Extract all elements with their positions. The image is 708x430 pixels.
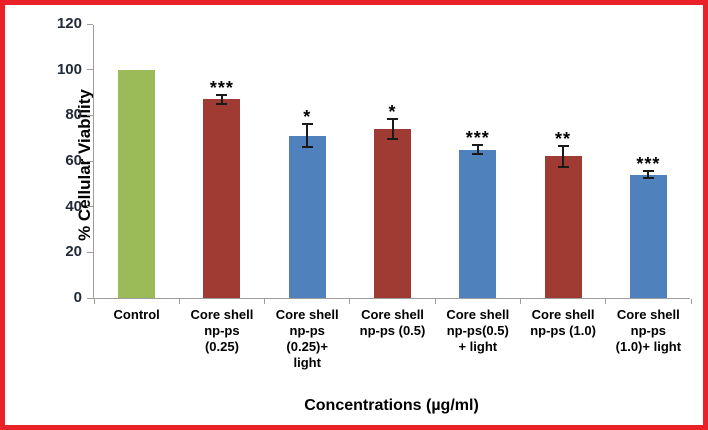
error-bar-cap-bottom [301, 146, 313, 149]
y-tick-label: 20 [65, 243, 82, 261]
x-category-label: Core shell np-ps (1.0) [530, 307, 596, 338]
error-bar-cap-top [301, 123, 313, 126]
significance-marker: ** [555, 129, 572, 150]
x-axis-title: Concentrations (µg/ml) [304, 397, 479, 414]
x-category-label: Core shell np-ps (1.0)+ light [615, 307, 682, 354]
significance-marker: * [388, 101, 397, 122]
bar-6 [544, 156, 582, 298]
error-bar-cap-top [642, 170, 654, 173]
y-tick-label: 80 [65, 106, 82, 124]
y-tick-label: 40 [65, 197, 82, 215]
x-category-label: Core shell np-ps (0.5) [359, 307, 426, 338]
x-tick-mark [349, 299, 351, 304]
x-category-label: Core shell np-ps (0.25)+ light [275, 307, 339, 370]
bar-2 [203, 99, 241, 298]
y-tick-mark [87, 69, 93, 71]
x-tick-mark [690, 299, 692, 304]
y-tick-mark [87, 114, 93, 116]
plot-area: 0 20 40 60 80 100 120 Control *** Core shell np-p… [57, 16, 692, 370]
y-tick-mark [87, 297, 93, 299]
bar-5 [459, 149, 497, 298]
error-bar [562, 146, 565, 167]
y-tick-mark [87, 160, 93, 162]
significance-marker: *** [209, 77, 234, 98]
y-tick-mark [87, 23, 93, 25]
y-tick-label: 0 [73, 289, 82, 306]
error-bar-cap-bottom [642, 177, 654, 180]
error-bar [220, 94, 223, 104]
error-bar-cap-top [387, 117, 398, 120]
error-bar-cap-bottom [472, 153, 484, 156]
y-tick-mark [87, 251, 93, 253]
x-tick-mark [178, 299, 180, 304]
error-bar-cap-top [216, 93, 228, 96]
error-bar-cap-top [472, 144, 484, 147]
error-bar-cap-bottom [557, 165, 569, 168]
error-bar [391, 118, 394, 140]
y-tick-label: 100 [56, 60, 82, 78]
error-bar-cap-top [557, 145, 569, 148]
x-category-label: Core shell np-ps (0.25) [190, 307, 254, 354]
bar-4 [374, 129, 411, 298]
error-bar [476, 145, 479, 155]
bar-1 [118, 69, 156, 298]
x-tick-mark [519, 299, 521, 304]
y-tick-label: 60 [65, 152, 82, 169]
x-tick-mark [264, 299, 266, 304]
x-tick-mark [434, 299, 436, 304]
y-tick-mark [87, 206, 93, 208]
error-bar [647, 171, 650, 179]
error-bar [306, 124, 309, 148]
significance-marker: *** [465, 128, 490, 149]
bar-7 [629, 174, 667, 298]
bar-3 [288, 135, 326, 298]
x-category-label: Core shell np-ps(0.5) + light [446, 307, 510, 354]
x-tick-mark [605, 299, 607, 304]
significance-marker: * [303, 107, 312, 128]
significance-marker: *** [636, 154, 661, 175]
x-category-label: Control [113, 307, 160, 322]
x-tick-mark [93, 299, 95, 304]
error-bar-cap-bottom [216, 102, 228, 105]
error-bar-cap-bottom [387, 138, 398, 141]
y-tick-label: 120 [56, 15, 82, 32]
